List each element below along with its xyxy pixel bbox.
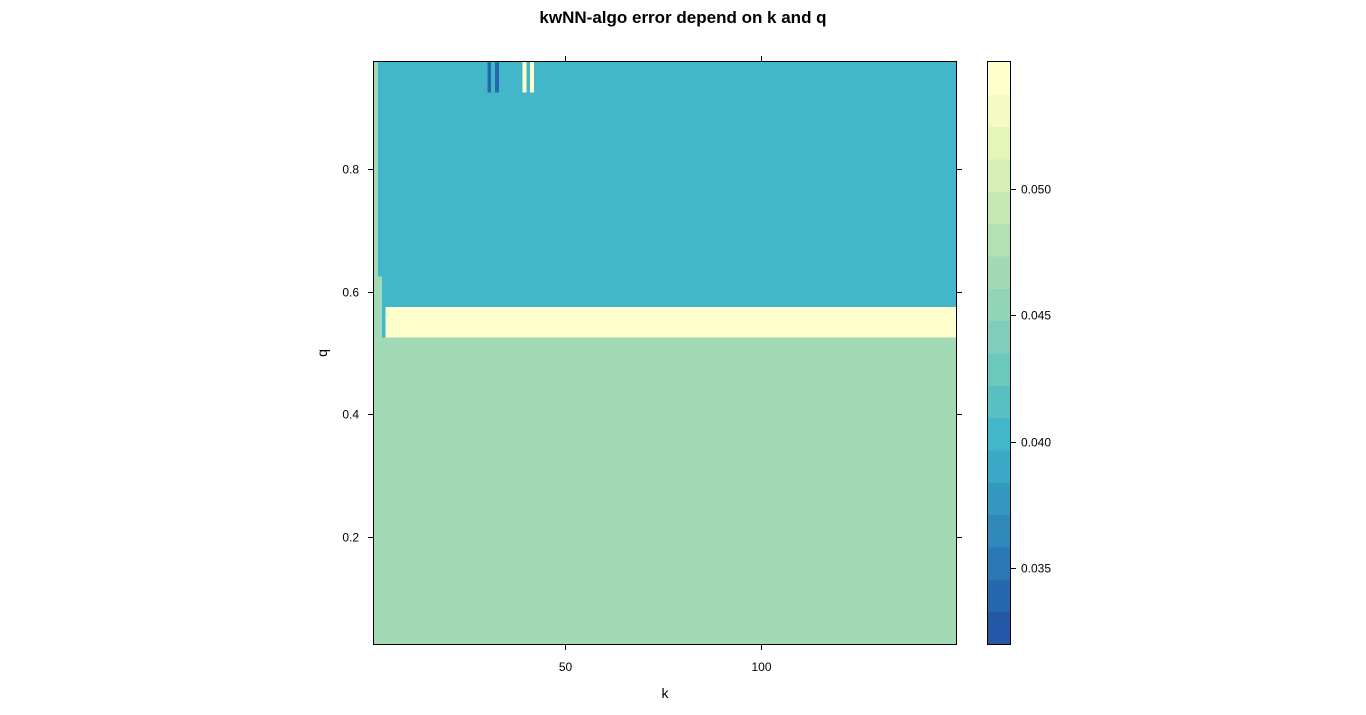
colorbar-swatch: [988, 288, 1010, 322]
y-tick-label: 0.6: [342, 286, 359, 300]
x-tick-label: 50: [559, 660, 573, 674]
colorbar-swatch: [988, 320, 1010, 354]
y-tick-label: 0.4: [342, 408, 359, 422]
heatmap-cell: [374, 307, 956, 338]
heatmap-cell: [487, 62, 492, 93]
colorbar-tick-label: 0.035: [1021, 562, 1051, 576]
colorbar-tick-label: 0.045: [1021, 309, 1051, 323]
heatmap-cell: [374, 62, 956, 308]
colorbar-swatch: [988, 417, 1010, 451]
x-tick-label: 100: [751, 660, 771, 674]
colorbar-swatch: [988, 191, 1010, 225]
colorbar-swatch: [988, 579, 1010, 613]
heatmap-cell: [495, 62, 499, 93]
heatmap-cell: [381, 307, 386, 338]
heatmap-cells: [374, 62, 956, 644]
plot-frame: [373, 61, 957, 645]
colorbar-swatch: [988, 223, 1010, 257]
heatmap-cell: [374, 276, 382, 338]
colorbar-swatch: [988, 94, 1010, 128]
y-axis: 0.2 0.4 0.6 0.8: [342, 163, 962, 545]
colorbar-swatch: [988, 611, 1010, 645]
colorbar-swatch: [988, 482, 1010, 516]
heatmap-cell: [522, 62, 527, 93]
chart-title: kwNN-algo error depend on k and q: [539, 8, 826, 27]
heatmap-cell: [374, 337, 956, 644]
heatmap-cell: [530, 62, 535, 93]
colorbar-swatch: [988, 514, 1010, 548]
colorbar-swatch: [988, 62, 1010, 95]
y-tick-label: 0.8: [342, 163, 359, 177]
colorbar-tick-label: 0.050: [1021, 183, 1051, 197]
colorbar-swatch: [988, 450, 1010, 483]
colorbar-swatch: [988, 353, 1010, 386]
colorbar-frame: [987, 61, 1011, 645]
y-axis-label: q: [314, 349, 330, 357]
colorbar-swatch: [988, 256, 1010, 289]
y-tick-label: 0.2: [342, 531, 359, 545]
colorbar: [988, 62, 1010, 645]
colorbar-swatch: [988, 547, 1010, 580]
colorbar-swatch: [988, 126, 1010, 160]
colorbar-swatch: [988, 159, 1010, 192]
heatmap-cell: [374, 62, 378, 277]
x-axis-label: k: [662, 685, 670, 701]
x-axis: 50 100: [559, 56, 772, 674]
colorbar-tick-label: 0.040: [1021, 436, 1051, 450]
colorbar-axis: 0.035 0.040 0.045 0.050: [1010, 183, 1051, 576]
colorbar-swatch: [988, 385, 1010, 419]
